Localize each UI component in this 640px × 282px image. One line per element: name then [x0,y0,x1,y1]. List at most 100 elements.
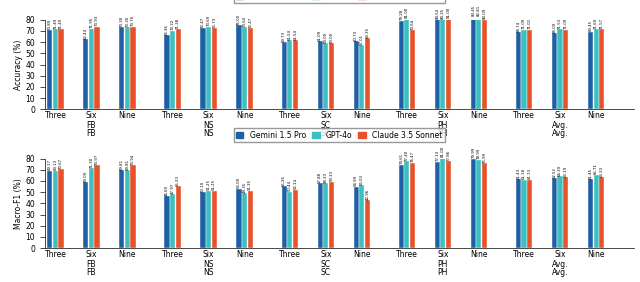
Bar [522,180,527,248]
Bar [323,43,328,109]
Text: 71.69: 71.69 [594,17,598,29]
Bar [354,41,359,109]
Bar [175,29,180,109]
Bar [83,182,88,248]
Bar [522,30,527,109]
Bar [89,168,94,248]
Bar [557,29,563,109]
Bar [446,19,451,109]
Text: 70.64: 70.64 [410,19,415,30]
Bar [175,186,180,248]
Bar [588,179,593,248]
Bar [236,25,242,109]
Bar [200,28,205,109]
Text: 60.73: 60.73 [354,30,358,41]
Text: 73.93: 73.93 [95,15,99,26]
Text: FB: FB [86,121,96,130]
Text: 69.45: 69.45 [589,20,593,31]
Bar [365,200,370,248]
Text: SC: SC [321,268,331,277]
Y-axis label: Accuracy (%): Accuracy (%) [13,39,22,90]
Text: SC: SC [321,129,331,138]
Bar [58,169,63,248]
Bar [440,157,445,248]
Text: SC: SC [321,121,331,130]
Text: 71.53: 71.53 [558,18,562,29]
Bar [95,27,100,109]
Bar [399,165,404,248]
Bar [482,20,487,109]
Text: 73.94: 73.94 [131,154,135,165]
Bar [292,40,298,109]
Text: 75.99: 75.99 [483,152,486,163]
Text: 72.47: 72.47 [248,17,252,28]
Bar [170,195,175,248]
Bar [404,162,410,248]
Bar [212,191,217,248]
Text: 59.09: 59.09 [324,32,328,43]
Text: 58.33: 58.33 [324,171,328,182]
Bar [282,42,287,109]
Text: 47.97: 47.97 [171,183,175,194]
Text: 57.88: 57.88 [318,172,322,183]
Text: 51.25: 51.25 [207,179,211,190]
Text: 79.99: 79.99 [471,147,476,158]
Text: 70.67: 70.67 [59,158,63,169]
Bar [563,30,568,109]
Bar [359,45,364,109]
Text: 50.44: 50.44 [288,180,292,191]
Text: 73.30: 73.30 [125,16,129,27]
Text: 64.39: 64.39 [558,165,562,176]
Text: 62.44: 62.44 [84,28,88,39]
Bar [119,27,124,109]
Bar [125,170,130,248]
Bar [329,182,334,248]
Text: 71.09: 71.09 [564,18,568,29]
Text: NS: NS [204,129,214,138]
Text: 51.25: 51.25 [212,179,216,190]
Text: 61.45: 61.45 [589,168,593,179]
Text: 50.10: 50.10 [201,180,205,192]
Text: 80.54: 80.54 [435,8,439,19]
Text: 73.30: 73.30 [120,16,124,27]
Text: 63.33: 63.33 [600,166,604,177]
Legend: Gemini 1.5 Pro, GPT-4o, Claude 3.5 Sonnet: Gemini 1.5 Pro, GPT-4o, Claude 3.5 Sonne… [234,128,445,142]
Bar [95,165,100,248]
Bar [83,39,88,109]
Text: 62.52: 62.52 [552,167,557,178]
Bar [516,32,521,109]
Bar [164,196,170,248]
Bar [471,16,476,109]
Text: 81.00: 81.00 [441,146,445,157]
Text: 72.73: 72.73 [212,16,216,28]
Text: 69.17: 69.17 [48,159,52,170]
Bar [47,30,52,109]
Bar [552,33,557,109]
Bar [212,28,217,109]
Bar [287,192,292,248]
Bar [125,27,130,109]
Text: 57.01: 57.01 [360,34,364,45]
Text: 61.54: 61.54 [288,29,292,40]
Bar [599,29,604,109]
Bar [170,30,175,109]
Bar [482,163,487,248]
Text: 70.32: 70.32 [171,19,175,30]
Bar [516,179,521,248]
Text: FB: FB [86,129,96,138]
Text: 71.01: 71.01 [527,18,532,30]
Bar [248,191,253,248]
Text: Avg.: Avg. [552,121,568,130]
Bar [563,177,568,248]
Bar [242,193,247,248]
Text: 73.69: 73.69 [207,15,211,27]
Text: 46.69: 46.69 [165,184,169,195]
Bar [588,32,593,109]
Bar [399,21,404,109]
Text: 59.09: 59.09 [84,171,88,182]
Bar [435,19,440,109]
Bar [365,38,370,109]
Text: 63.19: 63.19 [564,166,568,177]
Bar [89,29,94,109]
Text: 78.99: 78.99 [477,148,481,159]
